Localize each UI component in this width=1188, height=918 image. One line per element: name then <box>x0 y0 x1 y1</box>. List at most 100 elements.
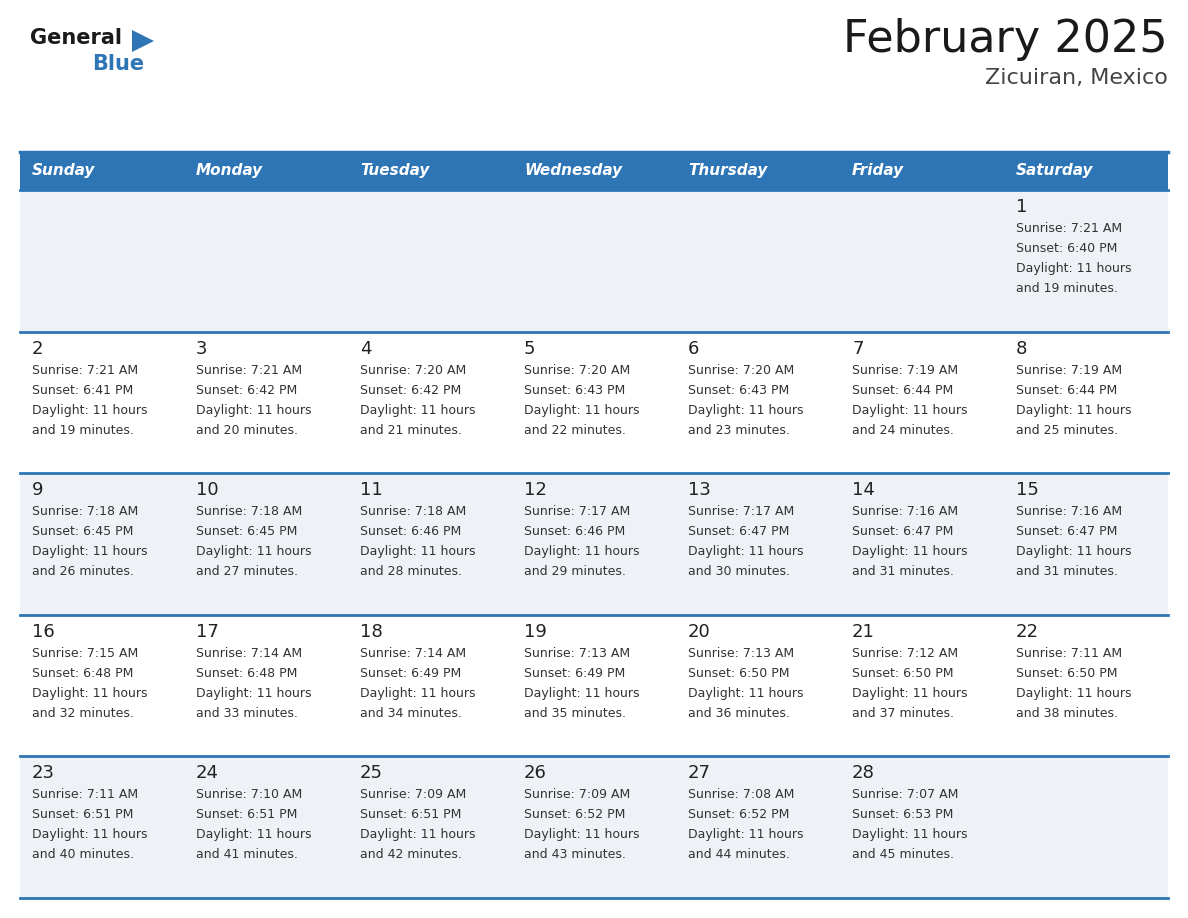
Text: 4: 4 <box>360 340 372 358</box>
Text: Daylight: 11 hours: Daylight: 11 hours <box>852 545 967 558</box>
Text: Monday: Monday <box>196 163 263 178</box>
Text: Sunrise: 7:14 AM: Sunrise: 7:14 AM <box>360 647 466 660</box>
Text: Sunrise: 7:21 AM: Sunrise: 7:21 AM <box>196 364 302 376</box>
Text: Sunrise: 7:17 AM: Sunrise: 7:17 AM <box>524 505 631 518</box>
Text: 13: 13 <box>688 481 710 499</box>
Text: 27: 27 <box>688 765 710 782</box>
Text: 10: 10 <box>196 481 219 499</box>
Bar <box>20 615 1168 756</box>
Text: Sunrise: 7:17 AM: Sunrise: 7:17 AM <box>688 505 795 518</box>
Text: and 43 minutes.: and 43 minutes. <box>524 848 626 861</box>
Text: Sunrise: 7:12 AM: Sunrise: 7:12 AM <box>852 647 959 660</box>
Text: Daylight: 11 hours: Daylight: 11 hours <box>1016 262 1131 275</box>
Text: 5: 5 <box>524 340 536 358</box>
Text: 28: 28 <box>852 765 874 782</box>
Text: 18: 18 <box>360 622 383 641</box>
Text: 22: 22 <box>1016 622 1040 641</box>
Text: Sunset: 6:47 PM: Sunset: 6:47 PM <box>688 525 789 538</box>
Text: Sunday: Sunday <box>32 163 95 178</box>
Text: Sunrise: 7:14 AM: Sunrise: 7:14 AM <box>196 647 302 660</box>
Text: Sunset: 6:52 PM: Sunset: 6:52 PM <box>524 809 625 822</box>
Text: and 40 minutes.: and 40 minutes. <box>32 848 134 861</box>
Text: Zicuiran, Mexico: Zicuiran, Mexico <box>985 68 1168 88</box>
Text: Daylight: 11 hours: Daylight: 11 hours <box>852 404 967 417</box>
Text: Blue: Blue <box>91 54 144 74</box>
Text: Sunrise: 7:21 AM: Sunrise: 7:21 AM <box>1016 222 1123 235</box>
Text: and 19 minutes.: and 19 minutes. <box>32 423 134 437</box>
Text: and 26 minutes.: and 26 minutes. <box>32 565 134 578</box>
Text: 6: 6 <box>688 340 700 358</box>
Text: Daylight: 11 hours: Daylight: 11 hours <box>360 687 475 700</box>
Text: Daylight: 11 hours: Daylight: 11 hours <box>1016 404 1131 417</box>
Text: Sunset: 6:46 PM: Sunset: 6:46 PM <box>524 525 625 538</box>
Bar <box>20 152 184 190</box>
Text: Daylight: 11 hours: Daylight: 11 hours <box>852 828 967 842</box>
Text: Sunset: 6:49 PM: Sunset: 6:49 PM <box>524 666 625 680</box>
Text: Sunset: 6:43 PM: Sunset: 6:43 PM <box>688 384 789 397</box>
Text: Daylight: 11 hours: Daylight: 11 hours <box>360 828 475 842</box>
Polygon shape <box>132 30 154 52</box>
Text: Daylight: 11 hours: Daylight: 11 hours <box>688 545 803 558</box>
Text: and 45 minutes.: and 45 minutes. <box>852 848 954 861</box>
Text: Daylight: 11 hours: Daylight: 11 hours <box>196 687 311 700</box>
Text: Daylight: 11 hours: Daylight: 11 hours <box>196 404 311 417</box>
Text: Daylight: 11 hours: Daylight: 11 hours <box>1016 545 1131 558</box>
Text: and 34 minutes.: and 34 minutes. <box>360 707 462 720</box>
Text: Daylight: 11 hours: Daylight: 11 hours <box>524 404 639 417</box>
Text: and 42 minutes.: and 42 minutes. <box>360 848 462 861</box>
Text: 2: 2 <box>32 340 44 358</box>
Text: Daylight: 11 hours: Daylight: 11 hours <box>688 687 803 700</box>
Text: Daylight: 11 hours: Daylight: 11 hours <box>688 404 803 417</box>
Text: and 27 minutes.: and 27 minutes. <box>196 565 298 578</box>
Text: Daylight: 11 hours: Daylight: 11 hours <box>32 404 147 417</box>
Text: Daylight: 11 hours: Daylight: 11 hours <box>852 687 967 700</box>
Text: and 41 minutes.: and 41 minutes. <box>196 848 298 861</box>
Text: Daylight: 11 hours: Daylight: 11 hours <box>1016 687 1131 700</box>
Text: and 28 minutes.: and 28 minutes. <box>360 565 462 578</box>
Text: Sunset: 6:52 PM: Sunset: 6:52 PM <box>688 809 789 822</box>
Text: and 22 minutes.: and 22 minutes. <box>524 423 626 437</box>
Bar <box>840 152 1004 190</box>
Text: Thursday: Thursday <box>688 163 767 178</box>
Text: Sunset: 6:41 PM: Sunset: 6:41 PM <box>32 384 133 397</box>
Text: Daylight: 11 hours: Daylight: 11 hours <box>32 545 147 558</box>
Text: Sunset: 6:42 PM: Sunset: 6:42 PM <box>196 384 297 397</box>
Text: 15: 15 <box>1016 481 1038 499</box>
Bar <box>184 152 348 190</box>
Text: Sunset: 6:51 PM: Sunset: 6:51 PM <box>32 809 133 822</box>
Text: 9: 9 <box>32 481 44 499</box>
Text: Sunset: 6:47 PM: Sunset: 6:47 PM <box>852 525 954 538</box>
Text: 1: 1 <box>1016 198 1028 216</box>
Text: 24: 24 <box>196 765 219 782</box>
Text: Sunset: 6:48 PM: Sunset: 6:48 PM <box>32 666 133 680</box>
Bar <box>20 756 1168 898</box>
Bar <box>20 190 1168 331</box>
Text: 23: 23 <box>32 765 55 782</box>
Text: and 25 minutes.: and 25 minutes. <box>1016 423 1118 437</box>
Text: 25: 25 <box>360 765 383 782</box>
Text: Daylight: 11 hours: Daylight: 11 hours <box>688 828 803 842</box>
Text: Sunrise: 7:20 AM: Sunrise: 7:20 AM <box>688 364 795 376</box>
Text: 20: 20 <box>688 622 710 641</box>
Bar <box>512 152 676 190</box>
Text: Sunset: 6:42 PM: Sunset: 6:42 PM <box>360 384 461 397</box>
Text: 16: 16 <box>32 622 55 641</box>
Text: Sunset: 6:44 PM: Sunset: 6:44 PM <box>1016 384 1117 397</box>
Bar <box>676 152 840 190</box>
Text: and 32 minutes.: and 32 minutes. <box>32 707 134 720</box>
Bar <box>20 473 1168 615</box>
Text: General: General <box>30 28 122 48</box>
Text: Sunset: 6:47 PM: Sunset: 6:47 PM <box>1016 525 1118 538</box>
Text: Daylight: 11 hours: Daylight: 11 hours <box>32 687 147 700</box>
Text: and 37 minutes.: and 37 minutes. <box>852 707 954 720</box>
Text: Sunset: 6:46 PM: Sunset: 6:46 PM <box>360 525 461 538</box>
Text: Sunrise: 7:10 AM: Sunrise: 7:10 AM <box>196 789 302 801</box>
Text: Daylight: 11 hours: Daylight: 11 hours <box>360 404 475 417</box>
Text: and 23 minutes.: and 23 minutes. <box>688 423 790 437</box>
Text: Sunrise: 7:19 AM: Sunrise: 7:19 AM <box>852 364 959 376</box>
Text: and 33 minutes.: and 33 minutes. <box>196 707 298 720</box>
Text: and 31 minutes.: and 31 minutes. <box>1016 565 1118 578</box>
Text: Sunset: 6:49 PM: Sunset: 6:49 PM <box>360 666 461 680</box>
Text: Sunrise: 7:15 AM: Sunrise: 7:15 AM <box>32 647 138 660</box>
Text: Sunrise: 7:11 AM: Sunrise: 7:11 AM <box>1016 647 1123 660</box>
